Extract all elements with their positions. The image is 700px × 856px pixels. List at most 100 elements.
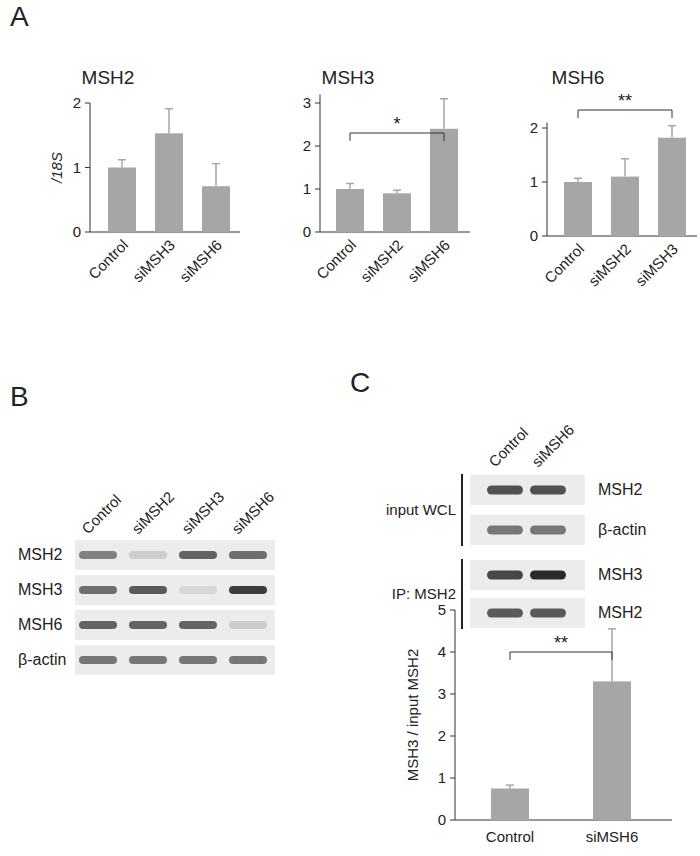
band (129, 586, 167, 594)
y-tick (542, 128, 547, 129)
x-tick-label: siMSH2 (357, 236, 406, 285)
chart-title: MSH2 (82, 67, 135, 88)
error-cap (346, 183, 354, 185)
y-tick (450, 652, 455, 653)
y-tick-label: 1 (303, 180, 311, 197)
error-stem (349, 183, 351, 189)
significance-label: * (393, 114, 400, 134)
group-bracket (461, 474, 463, 546)
y-tick (85, 232, 90, 233)
bar (611, 177, 639, 236)
y-tick-label: 2 (73, 94, 81, 111)
band (229, 621, 267, 629)
band (530, 526, 566, 535)
error-bar (346, 183, 354, 189)
x-tick-label: Control (541, 240, 587, 286)
y-tick-label: 1 (438, 769, 446, 786)
band (129, 551, 167, 559)
x-tick-label: siMSH2 (585, 240, 634, 289)
y-tick (450, 694, 455, 695)
row-label: MSH3 (598, 566, 643, 583)
figure: ABCMSH2/18S012ControlsiMSH3siMSH6MSH3012… (0, 0, 700, 856)
error-cap (118, 159, 126, 161)
y-tick-label: 3 (438, 685, 446, 702)
band (79, 586, 117, 594)
chart-title: MSH6 (552, 67, 605, 88)
panel-label: A (10, 1, 29, 32)
y-tick-label: 5 (438, 601, 446, 618)
blot-strip (75, 610, 275, 640)
y-tick-label: 0 (73, 223, 81, 240)
bar (202, 186, 230, 232)
y-axis (547, 123, 548, 236)
y-tick (450, 820, 455, 821)
band (530, 571, 566, 580)
western-blot: ControlsiMSH6input WCLMSH2β-actinIP: MSH… (386, 421, 646, 629)
group-bracket (461, 559, 463, 629)
y-tick-label: 2 (438, 727, 446, 744)
y-tick (315, 103, 320, 104)
blot-strip (75, 645, 275, 675)
plot-area (108, 109, 230, 232)
y-tick (315, 232, 320, 233)
error-cap (574, 177, 582, 179)
band (229, 586, 267, 594)
significance-label: ** (618, 91, 632, 111)
band (487, 609, 523, 618)
x-tick-label: Control (85, 236, 131, 282)
error-cap (440, 98, 448, 100)
error-cap (393, 190, 401, 192)
significance-bracket (578, 110, 672, 118)
blot-strip (75, 540, 275, 570)
blot-strip (470, 475, 585, 505)
bar (383, 193, 411, 232)
y-tick (450, 736, 455, 737)
bar (155, 133, 183, 232)
error-bar (621, 159, 629, 177)
y-tick-label: 0 (530, 227, 538, 244)
y-tick (542, 182, 547, 183)
bar-chart: MSH2/18S012ControlsiMSH3siMSH6 (48, 67, 240, 285)
row-label: β-actin (18, 651, 66, 668)
bar-chart: MSH6012ControlsiMSH2siMSH3** (530, 67, 697, 289)
error-stem (443, 99, 445, 129)
error-cap (621, 158, 629, 160)
y-axis (455, 610, 456, 820)
band (179, 621, 217, 629)
row-label: MSH2 (598, 481, 643, 498)
panel-label: C (350, 367, 370, 398)
blot-strip (470, 560, 585, 590)
band (487, 486, 523, 495)
error-cap (608, 628, 616, 630)
error-bar (574, 178, 582, 182)
error-cap (668, 125, 676, 127)
x-tick-label: siMSH6 (586, 828, 639, 845)
lane-label: siMSH6 (228, 488, 277, 537)
error-cap (212, 163, 220, 165)
error-stem (624, 159, 626, 177)
band (179, 586, 217, 594)
row-label: MSH3 (18, 581, 63, 598)
error-stem (168, 109, 170, 134)
error-stem (215, 164, 217, 187)
x-tick-label: siMSH6 (404, 236, 453, 285)
y-tick (85, 167, 90, 168)
error-bar (118, 160, 126, 168)
y-tick-label: 0 (438, 811, 446, 828)
band (530, 609, 566, 618)
significance-bracket (510, 652, 612, 660)
y-tick-label: 4 (438, 643, 446, 660)
plot-area (491, 629, 631, 820)
y-tick-label: 1 (73, 159, 81, 176)
error-bar (440, 99, 448, 129)
lane-label: siMSH3 (178, 488, 227, 537)
row-label: β-actin (598, 521, 646, 538)
plot-area (336, 99, 458, 232)
bar (593, 681, 631, 820)
y-tick (450, 778, 455, 779)
row-label: MSH2 (18, 546, 63, 563)
band (79, 621, 117, 629)
band (229, 551, 267, 559)
band (179, 551, 217, 559)
panel-label: B (10, 381, 29, 412)
